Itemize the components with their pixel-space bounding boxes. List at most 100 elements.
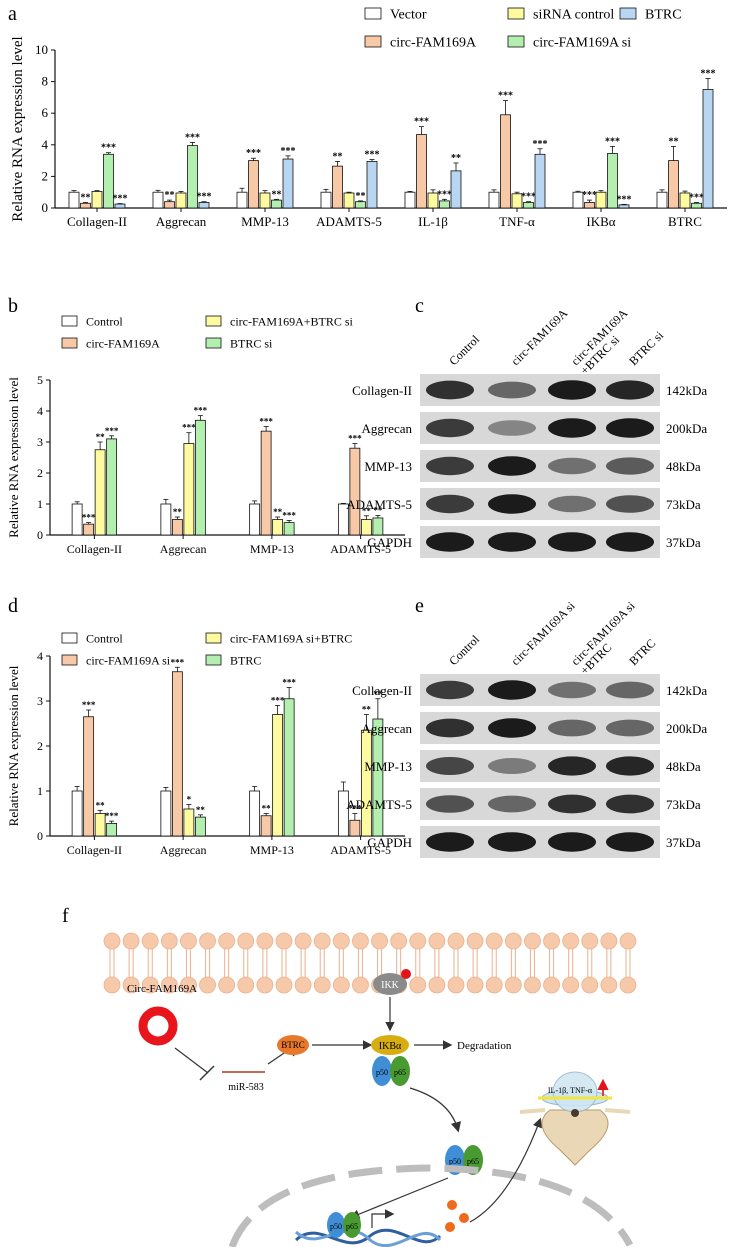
- lipid-head: [103, 932, 121, 950]
- significance-label: ***: [182, 423, 196, 433]
- x-tick-label: IL-1β: [418, 214, 448, 229]
- lipid-head: [122, 976, 140, 994]
- significance-label: **: [273, 507, 283, 517]
- legend-label: circ-FAM169A si: [86, 654, 171, 668]
- blot-kda-label: 142kDa: [666, 683, 707, 698]
- lipid-tail: [453, 949, 459, 977]
- lane-label-line: Control: [446, 332, 482, 368]
- legend-label: circ-FAM169A: [390, 36, 477, 51]
- x-tick-label: TNF-α: [499, 214, 535, 229]
- significance-label: ***: [271, 696, 285, 706]
- transcription-arrow: [371, 1209, 395, 1228]
- ikba-node: [371, 1035, 409, 1055]
- blot-band: [426, 456, 474, 476]
- legend-label: circ-FAM169A+BTRC si: [230, 315, 354, 329]
- blot-band: [548, 832, 596, 852]
- legend-label: circ-FAM169A: [86, 337, 160, 351]
- bar: [404, 191, 416, 209]
- panel-label-d: d: [8, 595, 18, 617]
- lipid-head: [409, 976, 427, 994]
- lipid-head: [352, 932, 369, 950]
- blot-band: [606, 457, 654, 475]
- significance-label: ***: [617, 194, 632, 205]
- lipid-head: [332, 976, 350, 994]
- legend-swatch: [61, 337, 78, 349]
- blot-band: [606, 495, 654, 513]
- lipid-head: [160, 932, 178, 950]
- bar: [272, 714, 284, 837]
- lipid-head: [237, 932, 255, 950]
- blot-row-label: ADAMTS-5: [346, 797, 412, 812]
- lipid-tail: [434, 949, 440, 977]
- cytokine-dot: [445, 1222, 455, 1232]
- lipid-head: [180, 976, 197, 994]
- significance-label: ***: [282, 678, 296, 688]
- lipid-tail: [377, 949, 383, 977]
- nuclear-membrane: [228, 1164, 634, 1247]
- significance-label: ***: [105, 811, 119, 821]
- chart-a: 0 2 4 6 8 10 Relative RNA expression level Coll…: [10, 8, 727, 229]
- lipid-head: [447, 932, 465, 950]
- legend-swatch: [205, 315, 222, 327]
- y-tick-label: 8: [42, 74, 49, 89]
- bar: [171, 519, 183, 536]
- bar: [343, 192, 355, 209]
- blot-row-label: Collagen-II: [352, 383, 412, 398]
- y-tick-label: 2: [37, 739, 43, 753]
- lipid-tail: [224, 949, 230, 977]
- y-tick-label: 1: [37, 497, 43, 511]
- lipid-head: [485, 976, 503, 994]
- lipid-tail: [568, 949, 574, 977]
- significance-label: ***: [689, 192, 704, 203]
- panel-label-c: c: [415, 295, 424, 317]
- significance-label: ***: [105, 426, 119, 436]
- chart-b: 0 1 2 3 4 5 Relative RNA expression level Colla…: [6, 315, 405, 556]
- lipid-tail: [128, 949, 134, 977]
- bar: [282, 158, 294, 209]
- panel-label-a: a: [8, 3, 17, 25]
- bar: [372, 517, 384, 536]
- lipid-head: [160, 976, 178, 994]
- blot-band: [488, 758, 536, 774]
- lipid-head: [275, 976, 293, 994]
- significance-label: ***: [582, 190, 597, 201]
- lane-label: BTRC: [626, 636, 658, 668]
- lipid-head: [199, 932, 216, 950]
- significance-label: ***: [533, 139, 548, 150]
- lipid-head: [504, 932, 522, 950]
- lipid-tail: [415, 949, 421, 977]
- bar: [94, 813, 106, 837]
- blot-band: [548, 681, 596, 699]
- y-tick-label: 0: [37, 528, 43, 542]
- significance-label: ***: [101, 143, 116, 154]
- bar: [691, 202, 702, 209]
- lipid-tail: [300, 949, 306, 977]
- blot-kda-label: 200kDa: [666, 721, 707, 736]
- significance-label: **: [96, 432, 106, 442]
- y-tick-label: 4: [37, 649, 43, 663]
- lipid-head: [543, 976, 560, 994]
- lipid-head: [428, 976, 446, 994]
- blot-row-label: GAPDH: [367, 535, 412, 550]
- p65-label-3: p65: [346, 1222, 358, 1231]
- x-tick-label: Aggrecan: [160, 843, 207, 857]
- bar: [450, 170, 462, 209]
- bar: [249, 503, 261, 536]
- x-tick-label: ADAMTS-5: [316, 214, 382, 229]
- lipid-head: [103, 976, 121, 994]
- p50-node: [372, 1056, 392, 1086]
- legend-swatch: [205, 632, 222, 644]
- lipid-head: [371, 932, 388, 950]
- bar: [83, 716, 95, 837]
- bar: [360, 729, 372, 837]
- lipid-head: [428, 932, 446, 950]
- bar: [183, 808, 195, 837]
- y-axis-label: Relative RNA expression level: [6, 665, 21, 826]
- lipid-head: [332, 932, 350, 950]
- bar: [595, 191, 607, 209]
- dna-strand-1: [294, 1228, 442, 1245]
- blot-row-label: Aggrecan: [361, 721, 412, 736]
- lane-label-line: circ-FAM169A: [508, 306, 570, 368]
